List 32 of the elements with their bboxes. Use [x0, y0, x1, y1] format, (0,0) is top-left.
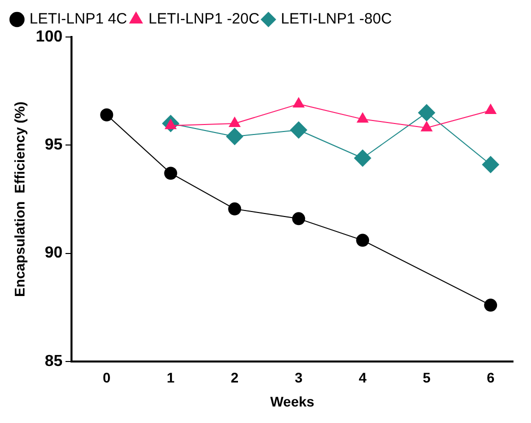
point [228, 117, 240, 128]
point [484, 104, 496, 114]
point [226, 128, 244, 145]
point [420, 121, 432, 132]
point [484, 298, 498, 312]
point [354, 150, 372, 167]
point [418, 104, 436, 122]
legend-label: LETI-LNP1 4C [30, 10, 128, 28]
point [356, 112, 368, 123]
x-tick-label: 6 [486, 370, 495, 386]
x-tick-label: 3 [294, 370, 303, 386]
y-tick-label: 100 [36, 28, 63, 46]
x-tick-label: 4 [358, 370, 367, 386]
legend-label: LETI-LNP1 -80C [280, 10, 392, 28]
x-tick-label: 0 [102, 370, 111, 386]
y-tick-label: 95 [44, 136, 63, 154]
x-tick-label: 2 [230, 370, 239, 386]
point [292, 98, 304, 108]
point [292, 212, 306, 226]
point [100, 108, 114, 122]
point [482, 156, 500, 174]
x-axis-title: Weeks [270, 393, 315, 410]
point [228, 202, 242, 216]
y-tick-label: 90 [44, 244, 63, 262]
point [164, 166, 178, 180]
x-tick-label: 1 [166, 370, 175, 386]
y-tick-label: 85 [44, 352, 63, 370]
point [356, 234, 370, 247]
x-tick-label: 5 [422, 370, 431, 386]
point [290, 121, 308, 138]
y-axis-title: Encapsulation Efficiency (%) [11, 102, 28, 297]
legend-label: LETI-LNP1 -20C [148, 10, 260, 28]
